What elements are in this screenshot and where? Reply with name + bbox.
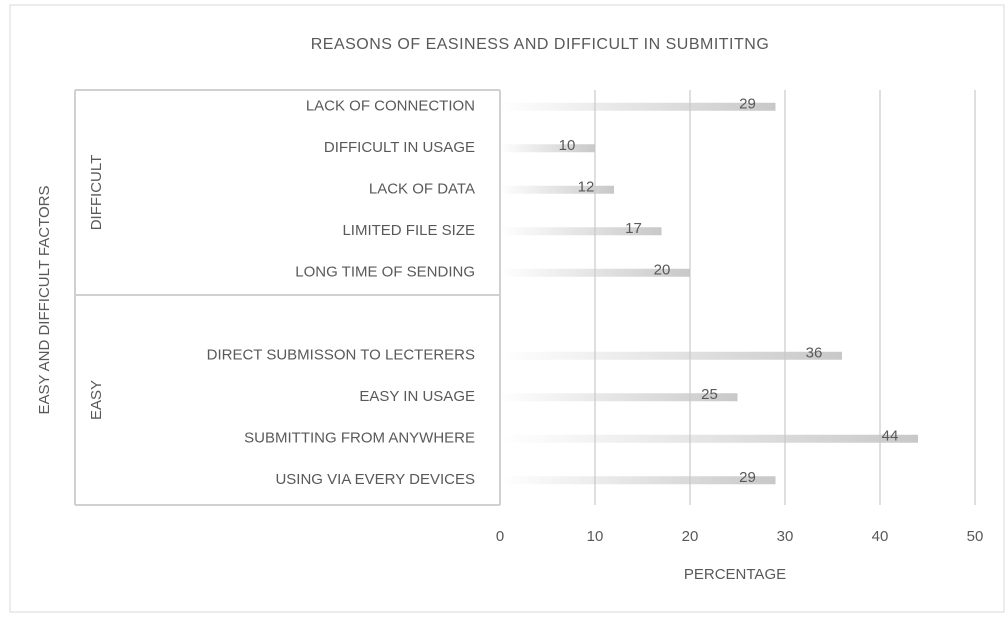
x-tick-label: 50 (967, 528, 984, 545)
chart-border (9, 4, 1005, 613)
y-tick-label: SUBMITTING FROM ANYWHERE (244, 430, 475, 447)
data-label: 20 (654, 262, 671, 279)
bar (500, 102, 776, 111)
group-label: EASY (88, 380, 105, 420)
bar (500, 227, 662, 236)
bar (500, 185, 614, 194)
data-label: 29 (739, 469, 756, 486)
x-tick-label: 40 (872, 528, 889, 545)
y-tick-label: DIFFICULT IN USAGE (324, 139, 475, 156)
bar (500, 351, 842, 360)
data-label: 44 (882, 428, 899, 445)
y-tick-label: DIRECT SUBMISSON TO LECTERERS (207, 347, 475, 364)
chart-title: REASONS OF EASINESS AND DIFFICULT IN SUB… (311, 36, 770, 53)
y-tick-label: LACK OF CONNECTION (306, 98, 475, 115)
data-label: 10 (559, 137, 576, 154)
group-label: DIFFICULT (88, 155, 105, 231)
data-label: 25 (701, 386, 718, 403)
bar (500, 144, 595, 153)
x-tick-label: 30 (777, 528, 794, 545)
y-tick-label: USING VIA EVERY DEVICES (275, 471, 475, 488)
bar (500, 393, 738, 402)
bar (500, 268, 690, 277)
y-tick-label: LIMITED FILE SIZE (342, 222, 475, 239)
x-axis-label: PERCENTAGE (684, 566, 786, 583)
data-label: 17 (625, 220, 642, 237)
y-tick-label: EASY IN USAGE (359, 388, 475, 405)
data-label: 36 (806, 345, 823, 362)
x-tick-label: 0 (496, 528, 504, 545)
bar (500, 434, 918, 443)
x-tick-label: 20 (682, 528, 699, 545)
x-tick-label: 10 (587, 528, 604, 545)
y-tick-label: LONG TIME OF SENDING (295, 264, 475, 281)
data-label: 12 (578, 179, 595, 196)
y-tick-label: LACK OF DATA (369, 181, 475, 198)
bar (500, 476, 776, 485)
y-axis-label: EASY AND DIFFICULT FACTORS (36, 186, 53, 415)
data-label: 29 (739, 96, 756, 113)
